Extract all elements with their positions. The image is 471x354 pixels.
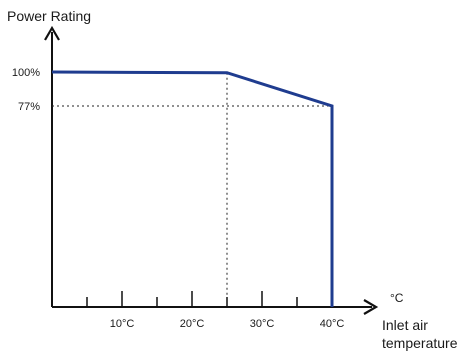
x-tick-labels: 10°C 20°C 30°C 40°C <box>110 318 345 330</box>
y-tick-label-1: 77% <box>18 101 40 113</box>
x-tick-label-0: 10°C <box>110 318 135 330</box>
y-axis-label: Power Rating <box>7 8 91 24</box>
y-tick-label-0: 100% <box>12 67 40 79</box>
x-tick-label-2: 30°C <box>250 318 275 330</box>
x-axis-label-line-1: Inlet air <box>382 317 428 333</box>
x-tick-label-3: 40°C <box>320 318 345 330</box>
series-group <box>51 70 334 307</box>
x-ticks <box>86 291 333 307</box>
x-axis-label-line-2: temperature <box>382 335 458 351</box>
reference-lines <box>52 72 332 307</box>
y-axis-arrow <box>44 25 60 41</box>
x-axis-arrow <box>363 299 379 315</box>
series-line-0 <box>51 70 334 307</box>
x-axis-unit: °C <box>390 291 404 305</box>
x-tick-label-1: 20°C <box>180 318 205 330</box>
y-tick-labels: 100% 77% <box>12 67 40 113</box>
